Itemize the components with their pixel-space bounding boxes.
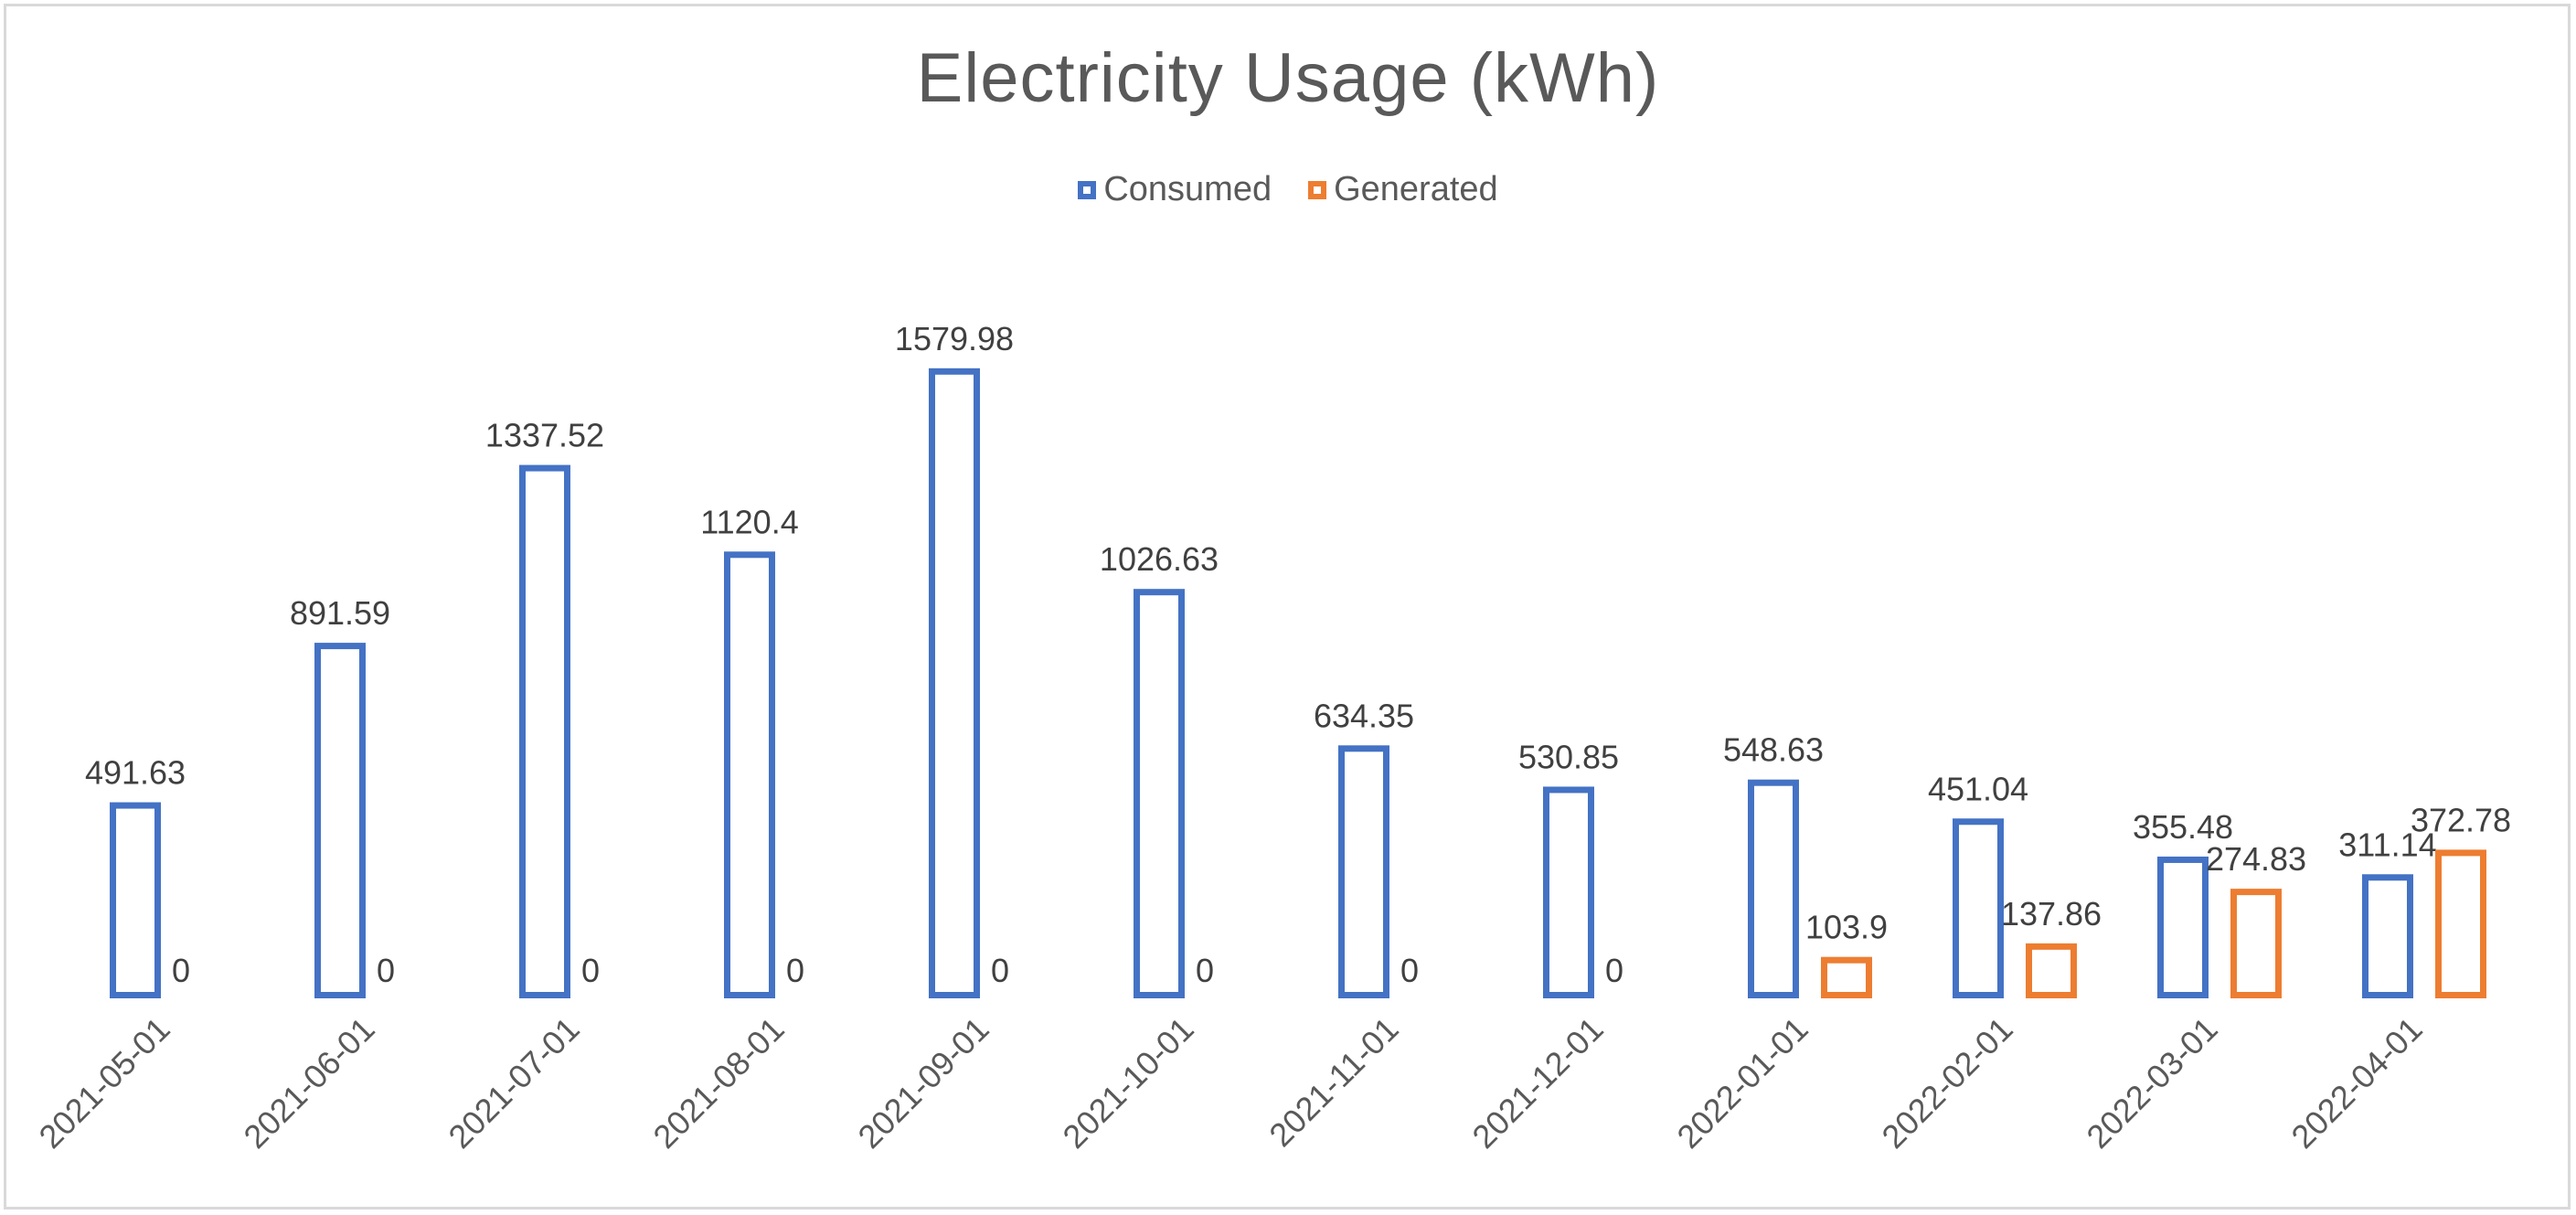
x-tick-label-2021-08-01: 2021-08-01 bbox=[645, 1010, 791, 1156]
legend-label-consumed: Consumed bbox=[1103, 170, 1272, 208]
x-tick-label-2022-03-01: 2022-03-01 bbox=[2079, 1010, 2224, 1156]
data-label-consumed-2021-10-01: 1026.63 bbox=[1100, 540, 1219, 578]
bar-consumed-2021-06-01[interactable] bbox=[314, 643, 366, 998]
chart-area bbox=[4, 4, 2571, 1210]
data-label-generated-2021-07-01: 0 bbox=[581, 952, 600, 989]
bar-generated-2022-02-01[interactable] bbox=[2026, 943, 2077, 999]
data-label-consumed-2021-11-01: 634.35 bbox=[1314, 697, 1414, 734]
bar-consumed-2022-03-01[interactable] bbox=[2157, 856, 2209, 999]
x-tick-label-2021-05-01: 2021-05-01 bbox=[31, 1010, 176, 1156]
legend-swatch-generated bbox=[1308, 180, 1327, 199]
bar-generated-2022-01-01[interactable] bbox=[1821, 956, 1872, 999]
data-label-consumed-2021-06-01: 891.59 bbox=[290, 594, 390, 632]
x-tick-label-2021-06-01: 2021-06-01 bbox=[236, 1010, 381, 1156]
data-label-consumed-2022-03-01: 355.48 bbox=[2133, 808, 2233, 846]
legend-swatch-consumed bbox=[1078, 180, 1097, 199]
data-label-generated-2021-12-01: 0 bbox=[1605, 952, 1623, 989]
data-label-consumed-2021-09-01: 1579.98 bbox=[895, 320, 1014, 357]
data-label-consumed-2021-07-01: 1337.52 bbox=[485, 417, 604, 454]
data-label-consumed-2022-04-01: 311.14 bbox=[2338, 826, 2436, 863]
legend-label-generated: Generated bbox=[1334, 170, 1498, 208]
x-tick-label-2021-10-01: 2021-10-01 bbox=[1055, 1010, 1200, 1156]
bar-consumed-2022-01-01[interactable] bbox=[1748, 779, 1799, 999]
x-tick-label-2021-07-01: 2021-07-01 bbox=[441, 1010, 586, 1156]
bar-generated-2022-04-01[interactable] bbox=[2435, 849, 2486, 998]
data-label-generated-2022-03-01: 274.83 bbox=[2206, 840, 2306, 878]
bar-consumed-2021-09-01[interactable] bbox=[929, 368, 980, 998]
data-label-generated-2022-01-01: 103.9 bbox=[1805, 909, 1888, 946]
x-tick-label-2022-02-01: 2022-02-01 bbox=[1874, 1010, 2019, 1156]
legend-item-consumed[interactable]: Consumed bbox=[1078, 170, 1272, 209]
data-label-consumed-2021-12-01: 530.85 bbox=[1518, 738, 1619, 775]
data-label-generated-2021-09-01: 0 bbox=[991, 952, 1009, 989]
bar-consumed-2021-08-01[interactable] bbox=[724, 551, 775, 998]
data-label-generated-2021-05-01: 0 bbox=[172, 952, 190, 989]
bar-consumed-2021-11-01[interactable] bbox=[1338, 745, 1389, 998]
x-tick-label-2021-09-01: 2021-09-01 bbox=[850, 1010, 995, 1156]
data-label-consumed-2022-02-01: 451.04 bbox=[1928, 770, 2028, 807]
x-tick-label-2022-04-01: 2022-04-01 bbox=[2283, 1010, 2429, 1156]
legend-item-generated[interactable]: Generated bbox=[1308, 170, 1498, 209]
data-label-consumed-2021-05-01: 491.63 bbox=[85, 754, 186, 792]
data-label-consumed-2022-01-01: 548.63 bbox=[1723, 731, 1824, 769]
chart-title: Electricity Usage (kWh) bbox=[916, 39, 1660, 117]
x-tick-label-2021-11-01: 2021-11-01 bbox=[1261, 1010, 1405, 1154]
chart-legend: Consumed Generated bbox=[0, 170, 2576, 209]
data-label-generated-2021-10-01: 0 bbox=[1196, 952, 1214, 989]
bar-consumed-2022-02-01[interactable] bbox=[1953, 818, 2004, 998]
bar-consumed-2021-05-01[interactable] bbox=[110, 802, 161, 998]
bar-consumed-2021-12-01[interactable] bbox=[1543, 786, 1594, 998]
bar-generated-2022-03-01[interactable] bbox=[2230, 889, 2282, 998]
bar-consumed-2021-07-01[interactable] bbox=[519, 464, 570, 998]
bar-consumed-2021-10-01[interactable] bbox=[1134, 589, 1185, 999]
x-tick-label-2022-01-01: 2022-01-01 bbox=[1669, 1010, 1815, 1156]
data-label-generated-2021-06-01: 0 bbox=[377, 952, 395, 989]
bar-consumed-2022-04-01[interactable] bbox=[2362, 874, 2413, 999]
data-label-consumed-2021-08-01: 1120.4 bbox=[700, 503, 798, 540]
data-label-generated-2021-11-01: 0 bbox=[1400, 952, 1419, 989]
x-tick-label-2021-12-01: 2021-12-01 bbox=[1464, 1010, 1610, 1156]
data-label-generated-2021-08-01: 0 bbox=[786, 952, 804, 989]
data-label-generated-2022-04-01: 372.78 bbox=[2411, 801, 2511, 838]
data-label-generated-2022-02-01: 137.86 bbox=[2001, 895, 2102, 933]
